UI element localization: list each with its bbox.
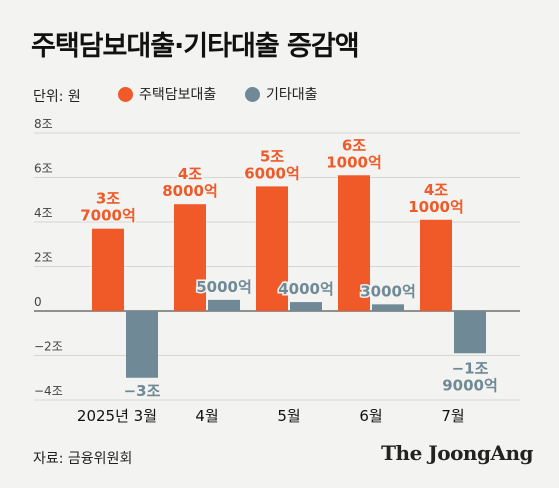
- data-label: 3조: [96, 190, 120, 208]
- x-tick-label: 4월: [195, 407, 218, 425]
- data-label: 5조: [260, 147, 284, 165]
- data-label: 5000억: [196, 278, 252, 296]
- y-tick-label: 8조: [34, 117, 53, 131]
- data-label: 7000억: [80, 207, 136, 225]
- bar: [126, 311, 158, 378]
- x-tick-label: 5월: [277, 407, 300, 425]
- legend-label-housing: 주택담보대출: [139, 87, 217, 103]
- data-label: 4조: [178, 165, 202, 183]
- data-label: 4조: [424, 181, 448, 199]
- legend-label-other: 기타대출: [266, 87, 318, 103]
- bar: [290, 302, 322, 311]
- bar: [420, 219, 452, 311]
- bar: [174, 204, 206, 311]
- data-label: 9000억: [442, 376, 498, 394]
- x-tick-label: 7월: [441, 407, 464, 425]
- data-label: 6조: [342, 136, 366, 154]
- legend-item-other: 기타대출: [245, 84, 318, 104]
- legend-item-housing: 주택담보대출: [118, 84, 216, 104]
- data-label: −1조: [452, 359, 489, 377]
- data-label: 8000억: [162, 182, 218, 200]
- bar: [372, 304, 404, 311]
- y-tick-label: 0: [34, 295, 42, 309]
- unit-label: 단위: 원: [33, 89, 81, 105]
- y-tick-label: −4조: [34, 384, 63, 398]
- data-label: 4000억: [278, 280, 334, 298]
- bar: [454, 311, 486, 354]
- brand-logo: The JoongAng: [381, 441, 533, 465]
- x-tick-label: 2025년 3월: [77, 407, 157, 425]
- y-tick-label: 4조: [34, 206, 53, 220]
- source-note: 자료: 금융위원회: [33, 451, 133, 467]
- bar: [338, 175, 370, 311]
- legend-swatch-other: [245, 86, 260, 102]
- y-tick-label: −2조: [34, 340, 63, 354]
- x-tick-label: 6월: [359, 407, 382, 425]
- bar: [92, 228, 124, 311]
- y-tick-label: 6조: [34, 162, 53, 176]
- legend-swatch-housing: [118, 86, 133, 102]
- bar: [256, 186, 288, 311]
- y-tick-label: 2조: [34, 251, 53, 265]
- data-label: 3000억: [360, 282, 416, 300]
- bar: [208, 299, 240, 311]
- data-label: 1000억: [326, 153, 382, 171]
- data-label: 1000억: [408, 198, 464, 216]
- data-label: −3조: [124, 382, 161, 400]
- data-label: 6000억: [244, 164, 300, 182]
- chart-title: 주택담보대출·기타대출 증감액: [31, 31, 360, 62]
